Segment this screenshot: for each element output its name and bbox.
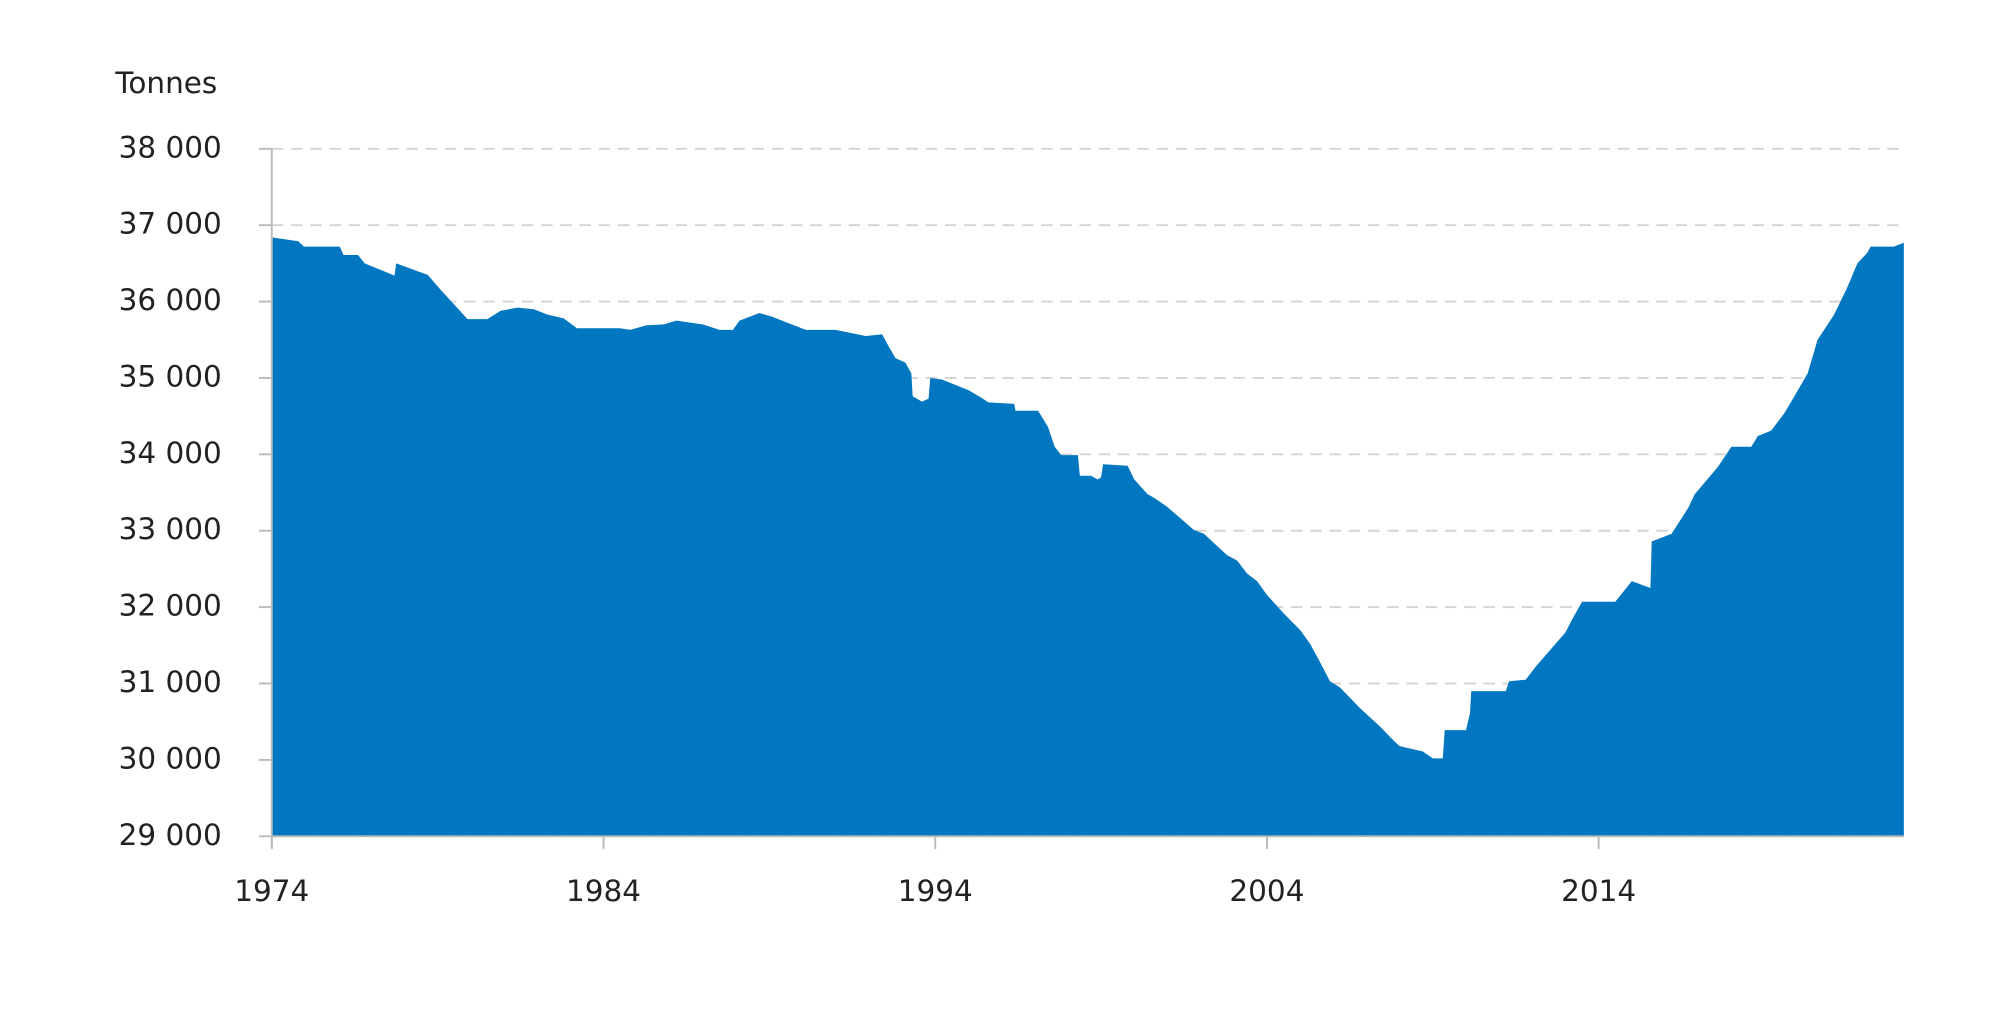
y-tick-label: 37 000 [119, 207, 222, 241]
y-tick-label: 30 000 [119, 741, 222, 775]
y-tick-label: 35 000 [119, 359, 222, 393]
x-tick-label: 2014 [1561, 874, 1636, 908]
y-tick-label: 29 000 [119, 818, 222, 852]
x-tick-label: 1974 [234, 874, 309, 908]
area-layer [271, 237, 1904, 837]
y-tick-label: 34 000 [119, 436, 222, 470]
y-tick-label: 38 000 [119, 130, 222, 164]
axes: 29 000 30 000 31 000 32 000 33 000 34 000 35 0… [119, 130, 1904, 908]
x-tick-label: 1994 [898, 874, 973, 908]
area [271, 237, 1904, 837]
y-tick-label: 36 000 [119, 283, 222, 317]
y-tick-label: 33 000 [119, 512, 222, 546]
x-tick-label: 2004 [1229, 874, 1304, 908]
y-tick-label: 31 000 [119, 665, 222, 699]
y-axis-label: Tonnes [114, 66, 217, 100]
y-tick-label: 32 000 [119, 589, 222, 623]
x-tick-label: 1984 [566, 874, 641, 908]
